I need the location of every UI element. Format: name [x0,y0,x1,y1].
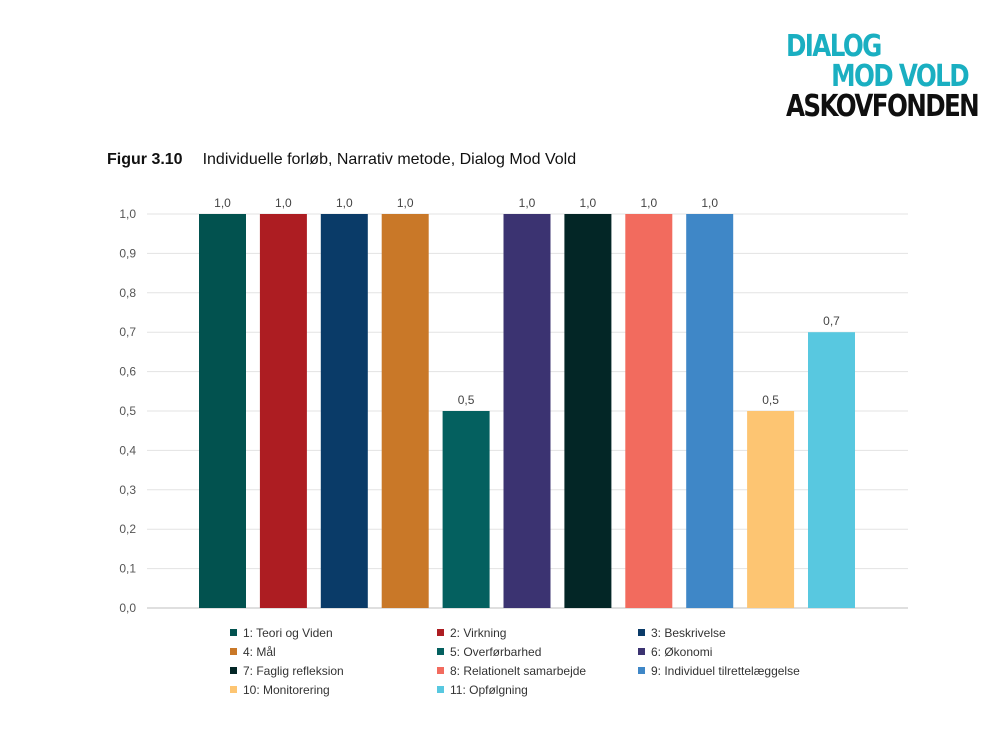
legend-swatch [230,648,237,655]
y-tick-label: 0,1 [119,562,136,576]
data-label: 1,0 [336,196,353,210]
y-tick-label: 0,3 [119,483,136,497]
legend-swatch [230,629,237,636]
legend-label: 1: Teori og Viden [243,626,333,640]
legend-label: 2: Virkning [450,626,507,640]
y-tick-label: 0,5 [119,404,136,418]
legend-swatch [437,686,444,693]
legend-item: 9: Individuel tilrettelæggelse [638,664,800,678]
bar [686,214,734,608]
legend-item: 5: Overførbarhed [437,645,541,659]
legend-label: 10: Monitorering [243,683,330,697]
data-label: 1,0 [214,196,231,210]
logo-line-mod-vold: MOD VOLD [831,59,970,94]
legend-swatch [230,686,237,693]
legend-item: 10: Monitorering [230,683,330,697]
data-label: 1,0 [275,196,292,210]
legend-label: 11: Opfølgning [450,683,528,697]
legend-label: 8: Relationelt samarbejde [450,664,587,678]
legend-item: 8: Relationelt samarbejde [437,664,586,678]
legend-swatch [638,667,645,674]
legend-item: 11: Opfølgning [437,683,528,697]
figure-title: Individuelle forløb, Narrativ metode, Di… [202,151,577,168]
bar [503,214,551,608]
y-tick-label: 0,0 [119,601,136,615]
bar [747,411,795,608]
y-tick-label: 0,9 [119,246,136,260]
bar [442,411,490,608]
figure-caption: Figur 3.10 Individuelle forløb, Narrativ … [107,151,576,169]
data-label: 1,0 [580,196,597,210]
legend-label: 9: Individuel tilrettelæggelse [651,664,800,678]
legend-item: 3: Beskrivelse [638,626,726,640]
legend-label: 3: Beskrivelse [651,626,726,640]
data-label: 1,0 [519,196,536,210]
y-tick-label: 0,8 [119,286,136,300]
bar [199,214,246,608]
y-tick-label: 0,4 [119,443,136,457]
bar [808,332,855,608]
y-tick-label: 0,7 [119,325,136,339]
legend-item: 7: Faglig refleksion [230,664,344,678]
y-tick-label: 0,2 [119,522,136,536]
y-tick-label: 1,0 [119,207,136,221]
data-label: 1,0 [640,196,657,210]
bar [564,214,612,608]
logo-line-dialog: DIALOG [786,29,882,64]
legend-label: 7: Faglig refleksion [243,664,344,678]
legend-swatch [437,629,444,636]
legend-swatch [638,648,645,655]
legend-label: 6: Økonomi [651,645,713,659]
data-label: 0,7 [823,314,840,328]
data-label: 0,5 [762,393,779,407]
legend-label: 5: Overførbarhed [450,645,542,659]
figure-number: Figur 3.10 [107,151,183,168]
y-tick-label: 0,6 [119,365,136,379]
bar [381,214,429,608]
legend-item: 2: Virkning [437,626,506,640]
legend-swatch [230,667,237,674]
bar [320,214,368,608]
legend-swatch [638,629,645,636]
legend-swatch [437,648,444,655]
legend-item: 4: Mål [230,645,276,659]
bar [625,214,673,608]
legend-swatch [437,667,444,674]
legend-item: 6: Økonomi [638,645,712,659]
bar [259,214,307,608]
data-label: 1,0 [701,196,718,210]
legend-label: 4: Mål [243,645,276,659]
data-label: 0,5 [458,393,475,407]
data-label: 1,0 [397,196,414,210]
legend-item: 1: Teori og Viden [230,626,333,640]
